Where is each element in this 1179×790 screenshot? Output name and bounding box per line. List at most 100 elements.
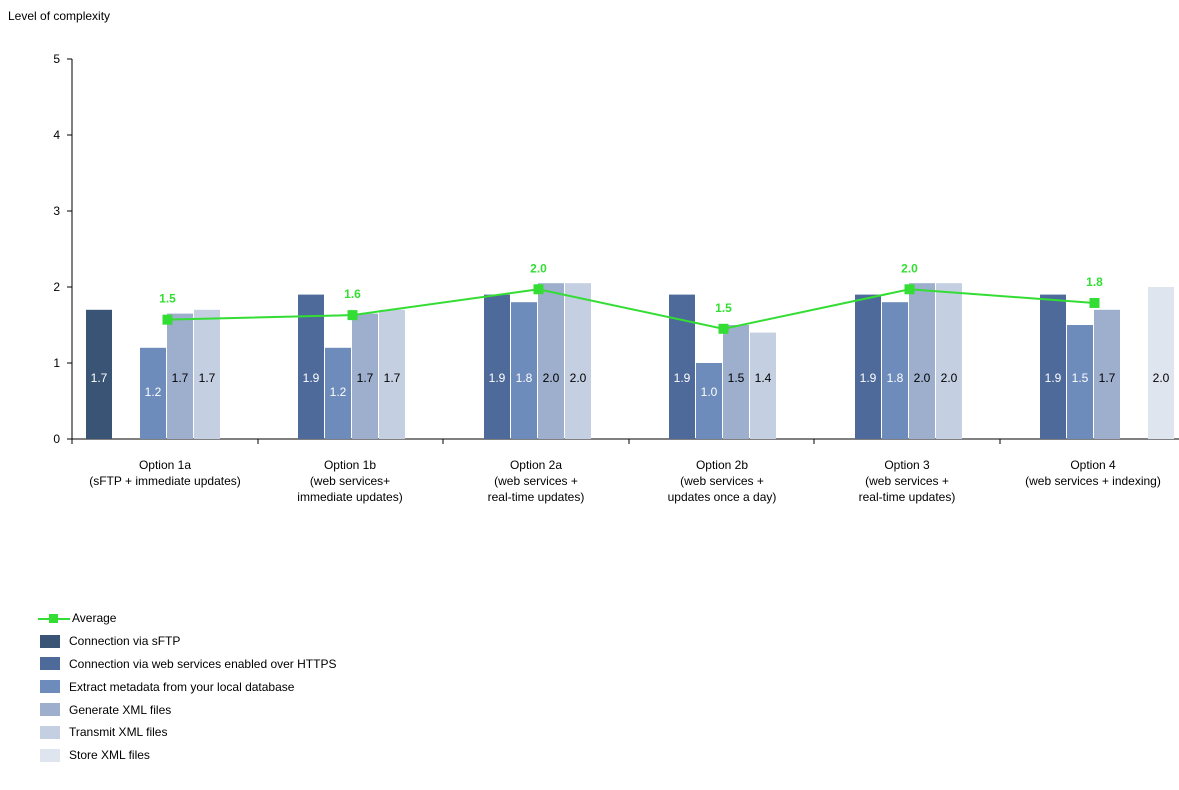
x-tick-label-line: (web services + [494,474,578,488]
bar-data-label: 1.9 [860,371,877,385]
legend-label: Connection via sFTP [69,634,181,649]
legend: Average Connection via sFTP Connection via… [38,607,336,767]
bar-data-label: 1.9 [1045,371,1062,385]
bar-data-label: 1.9 [303,371,320,385]
y-tick-label: 5 [53,52,60,66]
y-tick-label: 1 [53,356,60,370]
bar-data-label: 1.8 [516,371,533,385]
bar-data-label: 1.9 [489,371,506,385]
bar [538,283,564,439]
legend-item: Extract metadata from your local databas… [40,675,336,698]
legend-swatch [40,657,60,671]
legend-label: Transmit XML files [69,725,168,740]
bar-data-label: 2.0 [941,371,958,385]
bar-data-label: 1.7 [357,371,374,385]
bar [669,294,695,439]
x-tick-label-line: (sFTP + immediate updates) [89,474,241,488]
bar-data-label: 1.7 [91,371,108,385]
x-tick-label-line: real-time updates) [487,490,585,504]
x-tick-label-line: Option 4 [1070,458,1116,472]
bar-data-label: 1.0 [701,385,718,399]
average-data-label: 1.5 [159,292,176,306]
legend-item: Connection via web services enabled over… [40,653,336,676]
x-tick-label: Option 1a (sFTP + immediate updates) [65,457,265,489]
x-tick-label-line: real-time updates) [858,490,956,504]
average-marker [1089,297,1100,308]
bar-data-label: 1.7 [384,371,401,385]
x-tick-label: Option 1b (web services+ immediate updates… [250,457,450,505]
bar [379,309,405,439]
legend-label: Connection via web services enabled over… [69,656,337,671]
average-data-label: 1.5 [715,301,732,315]
x-tick-label-line: immediate updates) [297,490,403,504]
legend-item: Transmit XML files [40,721,336,744]
bar [1040,294,1066,439]
average-marker [904,284,915,295]
x-tick-label: Option 4 (web services + indexing) [993,457,1179,489]
y-tick-label: 0 [53,432,60,446]
bar [194,309,220,439]
legend-item: Store XML files [40,744,336,767]
average-marker [718,323,729,334]
y-tick-label: 2 [53,280,60,294]
x-tick-label-line: (web services + indexing) [1025,474,1161,488]
bar-data-label: 1.7 [199,371,216,385]
bar-data-label: 1.7 [1099,371,1116,385]
x-tick-label-line: Option 2a [509,458,563,472]
bar [484,294,510,439]
legend-swatch [40,703,60,717]
bar-data-label: 2.0 [1153,371,1170,385]
x-tick-label-line: (web services+ [309,474,391,488]
bar [936,283,962,439]
x-tick-label-line: updates once a day) [667,490,777,504]
bar [723,325,749,439]
average-data-label: 1.8 [1086,275,1103,289]
bar-data-label: 1.2 [330,385,347,399]
x-tick-label: Option 3 (web services + real-time updates… [807,457,1007,505]
bar [1094,309,1120,439]
bar [750,332,776,439]
legend-item: Connection via sFTP [40,630,336,653]
bar [855,294,881,439]
legend-label: Extract metadata from your local databas… [69,679,295,694]
x-tick-label-line: Option 1a [138,458,192,472]
bar [909,283,935,439]
bar [325,347,351,439]
x-tick-label: Option 2b (web services + updates once a d… [622,457,822,505]
y-axis-label: Level of complexity [8,9,111,23]
x-tick-label: Option 2a (web services + real-time update… [436,457,636,505]
legend-swatch [40,725,60,739]
average-marker [347,310,358,321]
legend-swatch [40,680,60,694]
legend-swatch [40,634,60,648]
legend-swatch [40,748,60,762]
average-data-label: 2.0 [530,261,547,275]
x-tick-label-line: Option 3 [884,458,930,472]
y-tick-label: 4 [53,128,60,142]
bar-data-label: 1.8 [887,371,904,385]
x-tick-label-line: (web services + [680,474,764,488]
bar [1148,287,1174,439]
x-tick-label-line: Option 2b [695,458,749,472]
bar [1067,325,1093,439]
bar [167,313,193,439]
x-tick-label-line: (web services + [865,474,949,488]
bar [511,302,537,439]
legend-item: Average [38,607,336,630]
bar-data-label: 2.0 [570,371,587,385]
bar-data-label: 1.5 [728,371,745,385]
bar [696,363,722,439]
average-data-label: 1.6 [344,287,361,301]
bar-data-label: 1.2 [145,385,162,399]
bar [140,347,166,439]
bar [565,283,591,439]
bar-data-label: 2.0 [914,371,931,385]
bar [352,313,378,439]
y-tick-label: 3 [53,204,60,218]
legend-label: Store XML files [69,748,150,763]
average-data-label: 2.0 [901,261,918,275]
bar [298,294,324,439]
bar [86,309,112,439]
bar [882,302,908,439]
